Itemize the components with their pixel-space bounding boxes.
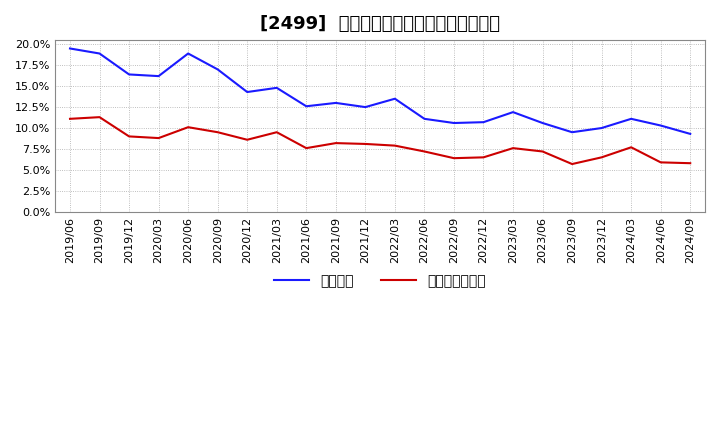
Legend: 固定比率, 固定長期適合率: 固定比率, 固定長期適合率 (269, 269, 492, 294)
固定長期適合率 (598, 155, 606, 160)
固定比率 (95, 51, 104, 56)
固定比率 (302, 104, 310, 109)
固定長期適合率 (480, 155, 488, 160)
固定長期適合率 (627, 145, 636, 150)
Title: [2499]  固定比率、固定長期適合率の推移: [2499] 固定比率、固定長期適合率の推移 (260, 15, 500, 33)
固定長期適合率 (302, 146, 310, 151)
固定比率 (480, 120, 488, 125)
固定長期適合率 (184, 125, 192, 130)
固定長期適合率 (420, 149, 428, 154)
固定比率 (390, 96, 399, 101)
固定長期適合率 (686, 161, 695, 166)
固定比率 (361, 104, 369, 110)
固定長期適合率 (657, 160, 665, 165)
Line: 固定長期適合率: 固定長期適合率 (70, 117, 690, 164)
固定比率 (509, 110, 518, 115)
固定長期適合率 (95, 114, 104, 120)
固定比率 (568, 129, 577, 135)
固定長期適合率 (568, 161, 577, 167)
固定比率 (184, 51, 192, 56)
固定長期適合率 (331, 140, 340, 146)
固定比率 (243, 89, 251, 95)
固定比率 (598, 125, 606, 131)
固定比率 (213, 67, 222, 72)
固定長期適合率 (66, 116, 74, 121)
固定長期適合率 (509, 146, 518, 151)
固定比率 (420, 116, 428, 121)
Line: 固定比率: 固定比率 (70, 48, 690, 134)
固定比率 (272, 85, 281, 91)
固定比率 (125, 72, 133, 77)
固定比率 (686, 131, 695, 136)
固定長期適合率 (390, 143, 399, 148)
固定比率 (66, 46, 74, 51)
固定長期適合率 (449, 155, 458, 161)
固定比率 (657, 123, 665, 128)
固定比率 (627, 116, 636, 121)
固定長期適合率 (539, 149, 547, 154)
固定比率 (539, 121, 547, 126)
固定比率 (331, 100, 340, 106)
固定比率 (449, 121, 458, 126)
固定長期適合率 (272, 129, 281, 135)
固定長期適合率 (213, 129, 222, 135)
固定長期適合率 (243, 137, 251, 143)
固定長期適合率 (125, 134, 133, 139)
固定比率 (154, 73, 163, 79)
固定長期適合率 (361, 141, 369, 147)
固定長期適合率 (154, 136, 163, 141)
